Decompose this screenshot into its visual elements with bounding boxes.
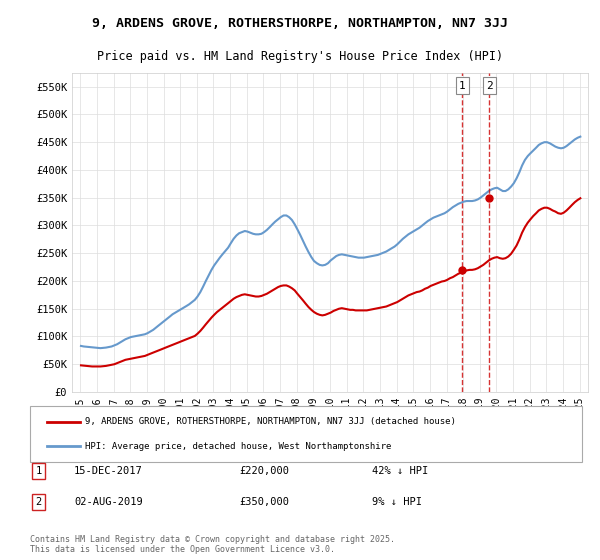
Text: 42% ↓ HPI: 42% ↓ HPI	[372, 466, 428, 476]
Text: 02-AUG-2019: 02-AUG-2019	[74, 497, 143, 507]
Text: 2: 2	[35, 497, 42, 507]
Text: 15-DEC-2017: 15-DEC-2017	[74, 466, 143, 476]
Text: 2: 2	[486, 81, 493, 91]
Text: 1: 1	[35, 466, 42, 476]
Text: £220,000: £220,000	[240, 466, 290, 476]
Text: HPI: Average price, detached house, West Northamptonshire: HPI: Average price, detached house, West…	[85, 442, 392, 451]
Text: Contains HM Land Registry data © Crown copyright and database right 2025.
This d: Contains HM Land Registry data © Crown c…	[30, 535, 395, 554]
Text: 1: 1	[459, 81, 466, 91]
FancyBboxPatch shape	[30, 406, 582, 462]
Text: 9, ARDENS GROVE, ROTHERSTHORPE, NORTHAMPTON, NN7 3JJ: 9, ARDENS GROVE, ROTHERSTHORPE, NORTHAMP…	[92, 17, 508, 30]
Text: 9, ARDENS GROVE, ROTHERSTHORPE, NORTHAMPTON, NN7 3JJ (detached house): 9, ARDENS GROVE, ROTHERSTHORPE, NORTHAMP…	[85, 417, 456, 426]
Text: 9% ↓ HPI: 9% ↓ HPI	[372, 497, 422, 507]
Text: £350,000: £350,000	[240, 497, 290, 507]
Text: Price paid vs. HM Land Registry's House Price Index (HPI): Price paid vs. HM Land Registry's House …	[97, 50, 503, 63]
